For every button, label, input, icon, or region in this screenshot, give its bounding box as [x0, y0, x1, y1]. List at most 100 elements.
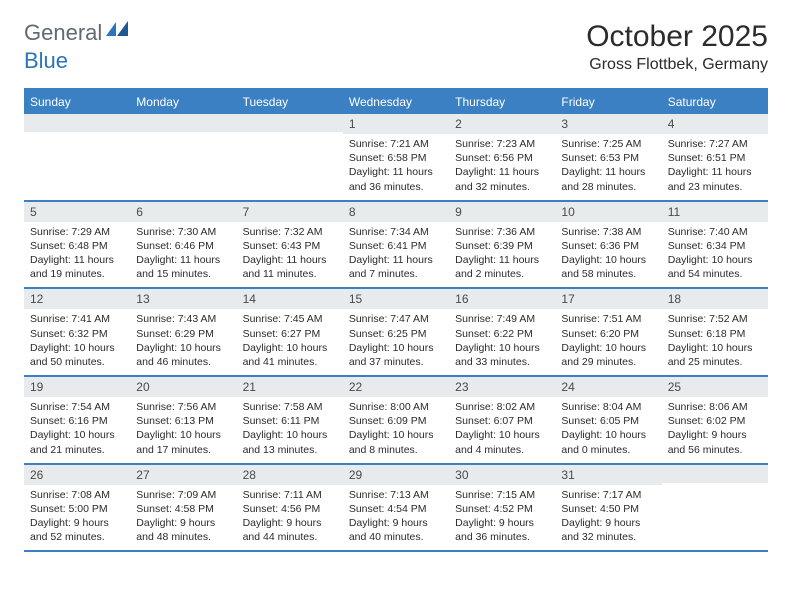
- sunset-line: Sunset: 5:00 PM: [30, 502, 124, 516]
- day-details: Sunrise: 7:58 AMSunset: 6:11 PMDaylight:…: [237, 397, 343, 463]
- day-details: Sunrise: 7:54 AMSunset: 6:16 PMDaylight:…: [24, 397, 130, 463]
- day-number: 18: [662, 289, 768, 309]
- sunset-line: Sunset: 4:50 PM: [561, 502, 655, 516]
- daylight-line: Daylight: 10 hours and 58 minutes.: [561, 253, 655, 281]
- sunrise-line: Sunrise: 8:06 AM: [668, 400, 762, 414]
- sunset-line: Sunset: 6:41 PM: [349, 239, 443, 253]
- day-number: 17: [555, 289, 661, 309]
- day-details: Sunrise: 7:23 AMSunset: 6:56 PMDaylight:…: [449, 134, 555, 200]
- sunrise-line: Sunrise: 7:41 AM: [30, 312, 124, 326]
- sunset-line: Sunset: 6:56 PM: [455, 151, 549, 165]
- sunset-line: Sunset: 4:52 PM: [455, 502, 549, 516]
- day-number: 19: [24, 377, 130, 397]
- sunrise-line: Sunrise: 7:30 AM: [136, 225, 230, 239]
- day-details: Sunrise: 7:11 AMSunset: 4:56 PMDaylight:…: [237, 485, 343, 551]
- sunrise-line: Sunrise: 7:40 AM: [668, 225, 762, 239]
- calendar-cell: [237, 114, 343, 200]
- calendar-cell: 7Sunrise: 7:32 AMSunset: 6:43 PMDaylight…: [237, 202, 343, 288]
- calendar-cell: 24Sunrise: 8:04 AMSunset: 6:05 PMDayligh…: [555, 377, 661, 463]
- day-details: Sunrise: 7:49 AMSunset: 6:22 PMDaylight:…: [449, 309, 555, 375]
- week-row: 5Sunrise: 7:29 AMSunset: 6:48 PMDaylight…: [24, 202, 768, 290]
- day-details: Sunrise: 8:00 AMSunset: 6:09 PMDaylight:…: [343, 397, 449, 463]
- calendar-cell: 3Sunrise: 7:25 AMSunset: 6:53 PMDaylight…: [555, 114, 661, 200]
- calendar-cell: 4Sunrise: 7:27 AMSunset: 6:51 PMDaylight…: [662, 114, 768, 200]
- sunrise-line: Sunrise: 7:15 AM: [455, 488, 549, 502]
- sunrise-line: Sunrise: 7:27 AM: [668, 137, 762, 151]
- sunrise-line: Sunrise: 7:11 AM: [243, 488, 337, 502]
- sunrise-line: Sunrise: 7:56 AM: [136, 400, 230, 414]
- daylight-line: Daylight: 9 hours and 56 minutes.: [668, 428, 762, 456]
- day-number: 1: [343, 114, 449, 134]
- calendar-cell: 27Sunrise: 7:09 AMSunset: 4:58 PMDayligh…: [130, 465, 236, 551]
- sunset-line: Sunset: 6:27 PM: [243, 327, 337, 341]
- sunrise-line: Sunrise: 7:58 AM: [243, 400, 337, 414]
- calendar-cell: 22Sunrise: 8:00 AMSunset: 6:09 PMDayligh…: [343, 377, 449, 463]
- brand-logo: General: [24, 20, 132, 46]
- daylight-line: Daylight: 10 hours and 33 minutes.: [455, 341, 549, 369]
- sunrise-line: Sunrise: 7:38 AM: [561, 225, 655, 239]
- week-row: 12Sunrise: 7:41 AMSunset: 6:32 PMDayligh…: [24, 289, 768, 377]
- day-details: Sunrise: 8:02 AMSunset: 6:07 PMDaylight:…: [449, 397, 555, 463]
- day-number: 13: [130, 289, 236, 309]
- day-details: Sunrise: 7:17 AMSunset: 4:50 PMDaylight:…: [555, 485, 661, 551]
- sunrise-line: Sunrise: 7:52 AM: [668, 312, 762, 326]
- day-number: 29: [343, 465, 449, 485]
- sunrise-line: Sunrise: 7:34 AM: [349, 225, 443, 239]
- calendar-cell: 29Sunrise: 7:13 AMSunset: 4:54 PMDayligh…: [343, 465, 449, 551]
- sunrise-line: Sunrise: 7:51 AM: [561, 312, 655, 326]
- sunrise-line: Sunrise: 7:49 AM: [455, 312, 549, 326]
- calendar-cell: 30Sunrise: 7:15 AMSunset: 4:52 PMDayligh…: [449, 465, 555, 551]
- day-number: 27: [130, 465, 236, 485]
- calendar-cell: 15Sunrise: 7:47 AMSunset: 6:25 PMDayligh…: [343, 289, 449, 375]
- calendar-cell: 23Sunrise: 8:02 AMSunset: 6:07 PMDayligh…: [449, 377, 555, 463]
- sunset-line: Sunset: 6:13 PM: [136, 414, 230, 428]
- month-title: October 2025: [586, 20, 768, 54]
- daylight-line: Daylight: 10 hours and 37 minutes.: [349, 341, 443, 369]
- sunrise-line: Sunrise: 7:23 AM: [455, 137, 549, 151]
- daylight-line: Daylight: 9 hours and 48 minutes.: [136, 516, 230, 544]
- day-number: 12: [24, 289, 130, 309]
- calendar-cell: 18Sunrise: 7:52 AMSunset: 6:18 PMDayligh…: [662, 289, 768, 375]
- day-number: 5: [24, 202, 130, 222]
- sunset-line: Sunset: 6:29 PM: [136, 327, 230, 341]
- day-details: Sunrise: 7:32 AMSunset: 6:43 PMDaylight:…: [237, 222, 343, 288]
- day-details: Sunrise: 7:21 AMSunset: 6:58 PMDaylight:…: [343, 134, 449, 200]
- day-details: Sunrise: 7:27 AMSunset: 6:51 PMDaylight:…: [662, 134, 768, 200]
- calendar-cell: 21Sunrise: 7:58 AMSunset: 6:11 PMDayligh…: [237, 377, 343, 463]
- calendar-cell: 26Sunrise: 7:08 AMSunset: 5:00 PMDayligh…: [24, 465, 130, 551]
- day-number: 21: [237, 377, 343, 397]
- page-header: General October 2025 Gross Flottbek, Ger…: [24, 20, 768, 74]
- calendar-cell: 19Sunrise: 7:54 AMSunset: 6:16 PMDayligh…: [24, 377, 130, 463]
- day-header-friday: Friday: [555, 90, 661, 114]
- day-number: 14: [237, 289, 343, 309]
- daylight-line: Daylight: 10 hours and 46 minutes.: [136, 341, 230, 369]
- sunset-line: Sunset: 6:39 PM: [455, 239, 549, 253]
- sunset-line: Sunset: 6:34 PM: [668, 239, 762, 253]
- calendar-cell: 16Sunrise: 7:49 AMSunset: 6:22 PMDayligh…: [449, 289, 555, 375]
- sunrise-line: Sunrise: 7:09 AM: [136, 488, 230, 502]
- brand-flag-icon: [106, 20, 130, 43]
- day-number: 11: [662, 202, 768, 222]
- sunrise-line: Sunrise: 7:17 AM: [561, 488, 655, 502]
- week-row: 26Sunrise: 7:08 AMSunset: 5:00 PMDayligh…: [24, 465, 768, 553]
- day-header-wednesday: Wednesday: [343, 90, 449, 114]
- day-number: 25: [662, 377, 768, 397]
- calendar-cell: 31Sunrise: 7:17 AMSunset: 4:50 PMDayligh…: [555, 465, 661, 551]
- calendar-cell: 8Sunrise: 7:34 AMSunset: 6:41 PMDaylight…: [343, 202, 449, 288]
- sunset-line: Sunset: 6:07 PM: [455, 414, 549, 428]
- day-details: Sunrise: 8:04 AMSunset: 6:05 PMDaylight:…: [555, 397, 661, 463]
- calendar-body: 1Sunrise: 7:21 AMSunset: 6:58 PMDaylight…: [24, 114, 768, 552]
- day-details: Sunrise: 7:40 AMSunset: 6:34 PMDaylight:…: [662, 222, 768, 288]
- sunrise-line: Sunrise: 7:36 AM: [455, 225, 549, 239]
- sunset-line: Sunset: 6:46 PM: [136, 239, 230, 253]
- daylight-line: Daylight: 10 hours and 29 minutes.: [561, 341, 655, 369]
- day-details: [24, 132, 130, 188]
- daylight-line: Daylight: 11 hours and 28 minutes.: [561, 165, 655, 193]
- location-subtitle: Gross Flottbek, Germany: [586, 56, 768, 74]
- daylight-line: Daylight: 10 hours and 0 minutes.: [561, 428, 655, 456]
- calendar-cell: 12Sunrise: 7:41 AMSunset: 6:32 PMDayligh…: [24, 289, 130, 375]
- daylight-line: Daylight: 9 hours and 40 minutes.: [349, 516, 443, 544]
- daylight-line: Daylight: 10 hours and 50 minutes.: [30, 341, 124, 369]
- sunset-line: Sunset: 6:51 PM: [668, 151, 762, 165]
- sunset-line: Sunset: 6:48 PM: [30, 239, 124, 253]
